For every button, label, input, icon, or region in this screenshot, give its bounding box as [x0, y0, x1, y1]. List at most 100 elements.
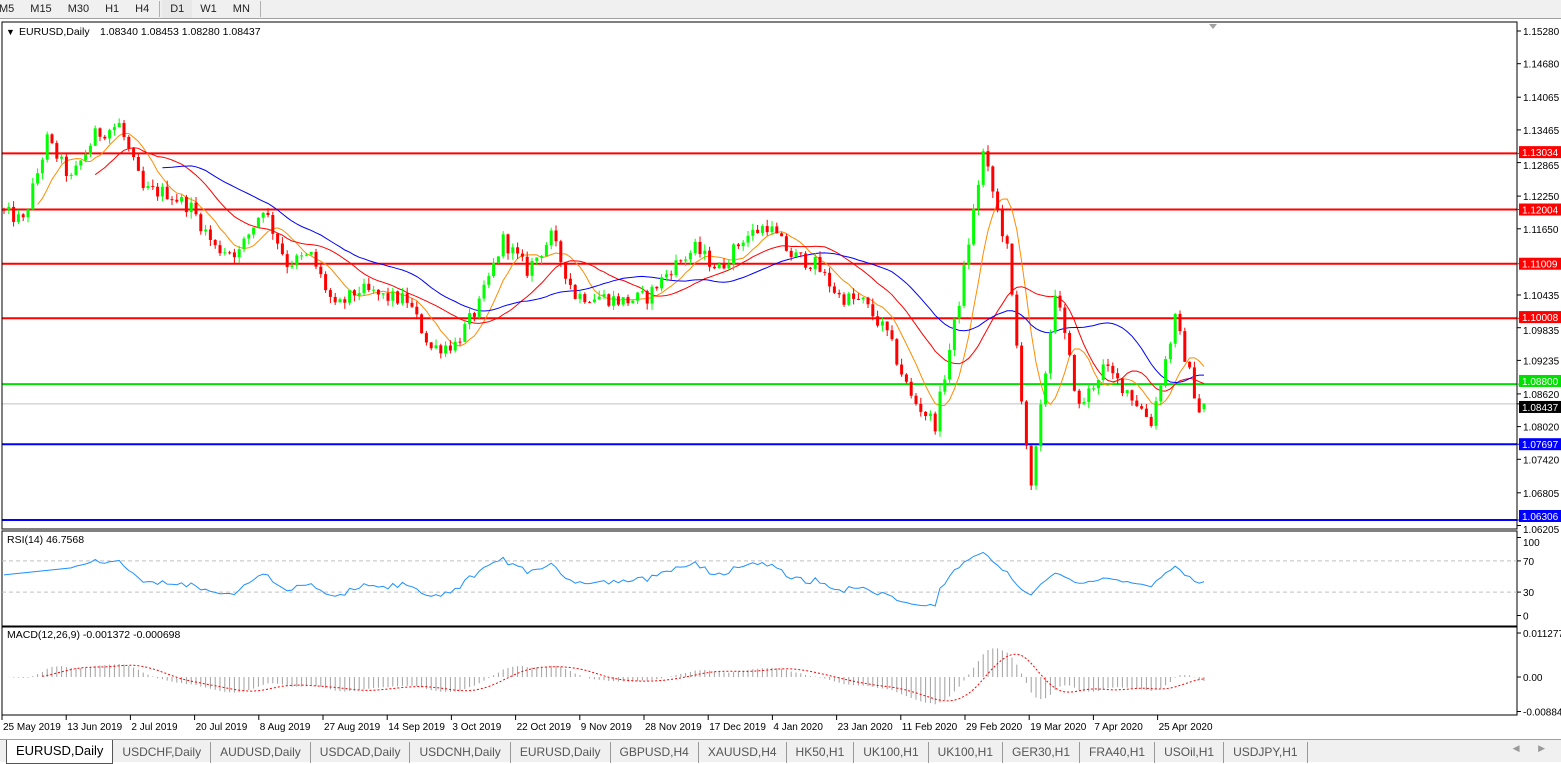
candle-body	[156, 186, 160, 197]
chart-tab[interactable]: GBPUSD,H4	[611, 742, 699, 763]
candle	[962, 260, 966, 309]
candle	[434, 339, 438, 350]
chart-tab[interactable]: HK50,H1	[787, 742, 855, 763]
candle	[535, 257, 539, 266]
timeframe-m15-button[interactable]: M15	[30, 3, 52, 15]
candle-body	[1125, 390, 1129, 394]
candle	[477, 295, 481, 320]
candle	[1149, 413, 1153, 428]
candle	[391, 287, 395, 307]
candle-body	[722, 263, 726, 269]
chart-tab[interactable]: FRA40,H1	[1080, 742, 1156, 763]
date-tick-label: 11 Feb 2020	[902, 722, 958, 733]
candle	[607, 293, 611, 308]
candle-body	[530, 261, 534, 276]
timeframe-w1-button[interactable]: W1	[200, 3, 217, 15]
candle	[424, 330, 428, 346]
candle-body	[660, 277, 664, 289]
candle-body	[986, 151, 990, 167]
candle	[1034, 445, 1038, 490]
chart-tab[interactable]: USDCNH,Daily	[410, 742, 511, 763]
candle-body	[1082, 402, 1086, 404]
candle	[530, 257, 534, 282]
price-tick-label: 1.08020	[1523, 423, 1560, 434]
chart-tab[interactable]: EURUSD,Daily	[6, 740, 114, 764]
chart-tab[interactable]: AUDUSD,Daily	[211, 742, 311, 763]
candle	[64, 153, 68, 182]
rsi-line	[3, 551, 1205, 607]
chart-tab[interactable]: USOil,H1	[1155, 742, 1225, 763]
candle	[861, 296, 865, 304]
candle	[300, 251, 304, 260]
timeframe-mn-button[interactable]: MN	[232, 3, 250, 15]
candle	[751, 223, 755, 241]
price-axis[interactable]: 1.15280 1.14680 1.14065 1.13465 1.13034 1.128…	[1519, 27, 1561, 719]
timeframe-h4-button[interactable]: H4	[135, 3, 150, 15]
candle	[252, 227, 256, 239]
chart-tab[interactable]: UK100,H1	[929, 742, 1003, 763]
candle-body	[228, 252, 232, 254]
candle-body	[132, 148, 136, 158]
candle	[2, 207, 6, 214]
chart-tab[interactable]: GER30,H1	[1003, 742, 1081, 763]
candle-body	[232, 252, 236, 258]
collapse-triangle-icon[interactable]: ▼	[6, 27, 15, 37]
chart-tab[interactable]: UK100,H1	[854, 742, 929, 763]
chart-tab[interactable]: USDCAD,Daily	[311, 742, 411, 763]
candle-body	[1116, 373, 1120, 379]
timeframe-m5-button[interactable]: M5	[0, 3, 15, 15]
chart-tab[interactable]: EURUSD,Daily	[511, 742, 611, 763]
candle-body	[88, 145, 92, 155]
candle	[117, 118, 121, 128]
price-level-tag-label: 1.07697	[1522, 440, 1559, 451]
candle	[204, 225, 208, 236]
candle	[367, 277, 371, 293]
candle	[996, 188, 1000, 213]
chart-window[interactable]: ▼ EURUSD,Daily 1.08340 1.08453 1.08280 1…	[0, 19, 1561, 739]
candle-body	[1029, 445, 1033, 486]
candle-body	[588, 302, 592, 304]
date-tick-label: 20 Jul 2019	[196, 722, 248, 733]
candle	[218, 240, 222, 257]
candle-body	[1120, 378, 1124, 394]
candle-body	[698, 241, 702, 255]
candle-body	[741, 242, 745, 247]
candle	[492, 258, 496, 278]
candle-body	[165, 186, 169, 200]
candle-body	[818, 256, 822, 272]
candle	[112, 123, 116, 136]
candle	[1020, 342, 1024, 405]
candle	[55, 140, 59, 162]
candle	[74, 160, 78, 176]
candle-body	[794, 252, 798, 257]
candle	[928, 410, 932, 421]
chart-shift-marker[interactable]	[1209, 24, 1217, 29]
timeframe-h1-button[interactable]: H1	[105, 3, 120, 15]
candle	[482, 280, 486, 302]
candle-body	[679, 260, 683, 262]
candle	[280, 237, 284, 256]
candle	[564, 261, 568, 285]
candle	[266, 208, 270, 218]
candle	[1096, 379, 1100, 395]
chart-tab[interactable]: USDCHF,Daily	[113, 742, 212, 763]
timeframe-m30-button[interactable]: M30	[67, 3, 90, 15]
candle-body	[501, 234, 505, 257]
candle-body	[420, 314, 424, 334]
candle	[972, 204, 976, 246]
candle	[904, 373, 908, 384]
chart-tab[interactable]: XAUUSD,H4	[699, 742, 787, 763]
chart-tab[interactable]: USDJPY,H1	[1224, 742, 1308, 763]
price-level-tag-label: 1.06306	[1522, 512, 1559, 523]
candle	[165, 180, 169, 200]
candle	[208, 225, 212, 246]
candle-body	[1015, 294, 1019, 346]
price-tick-label: 1.12865	[1523, 161, 1560, 172]
candle	[765, 219, 769, 236]
candle	[295, 253, 299, 269]
tab-scroll-arrows-icon[interactable]: ◀ ▶	[1512, 743, 1553, 753]
candle-body	[69, 174, 73, 176]
candle-body	[703, 250, 707, 255]
timeframe-d1-button[interactable]: D1	[162, 0, 193, 18]
price-level-tag-label: 1.10008	[1522, 313, 1559, 324]
